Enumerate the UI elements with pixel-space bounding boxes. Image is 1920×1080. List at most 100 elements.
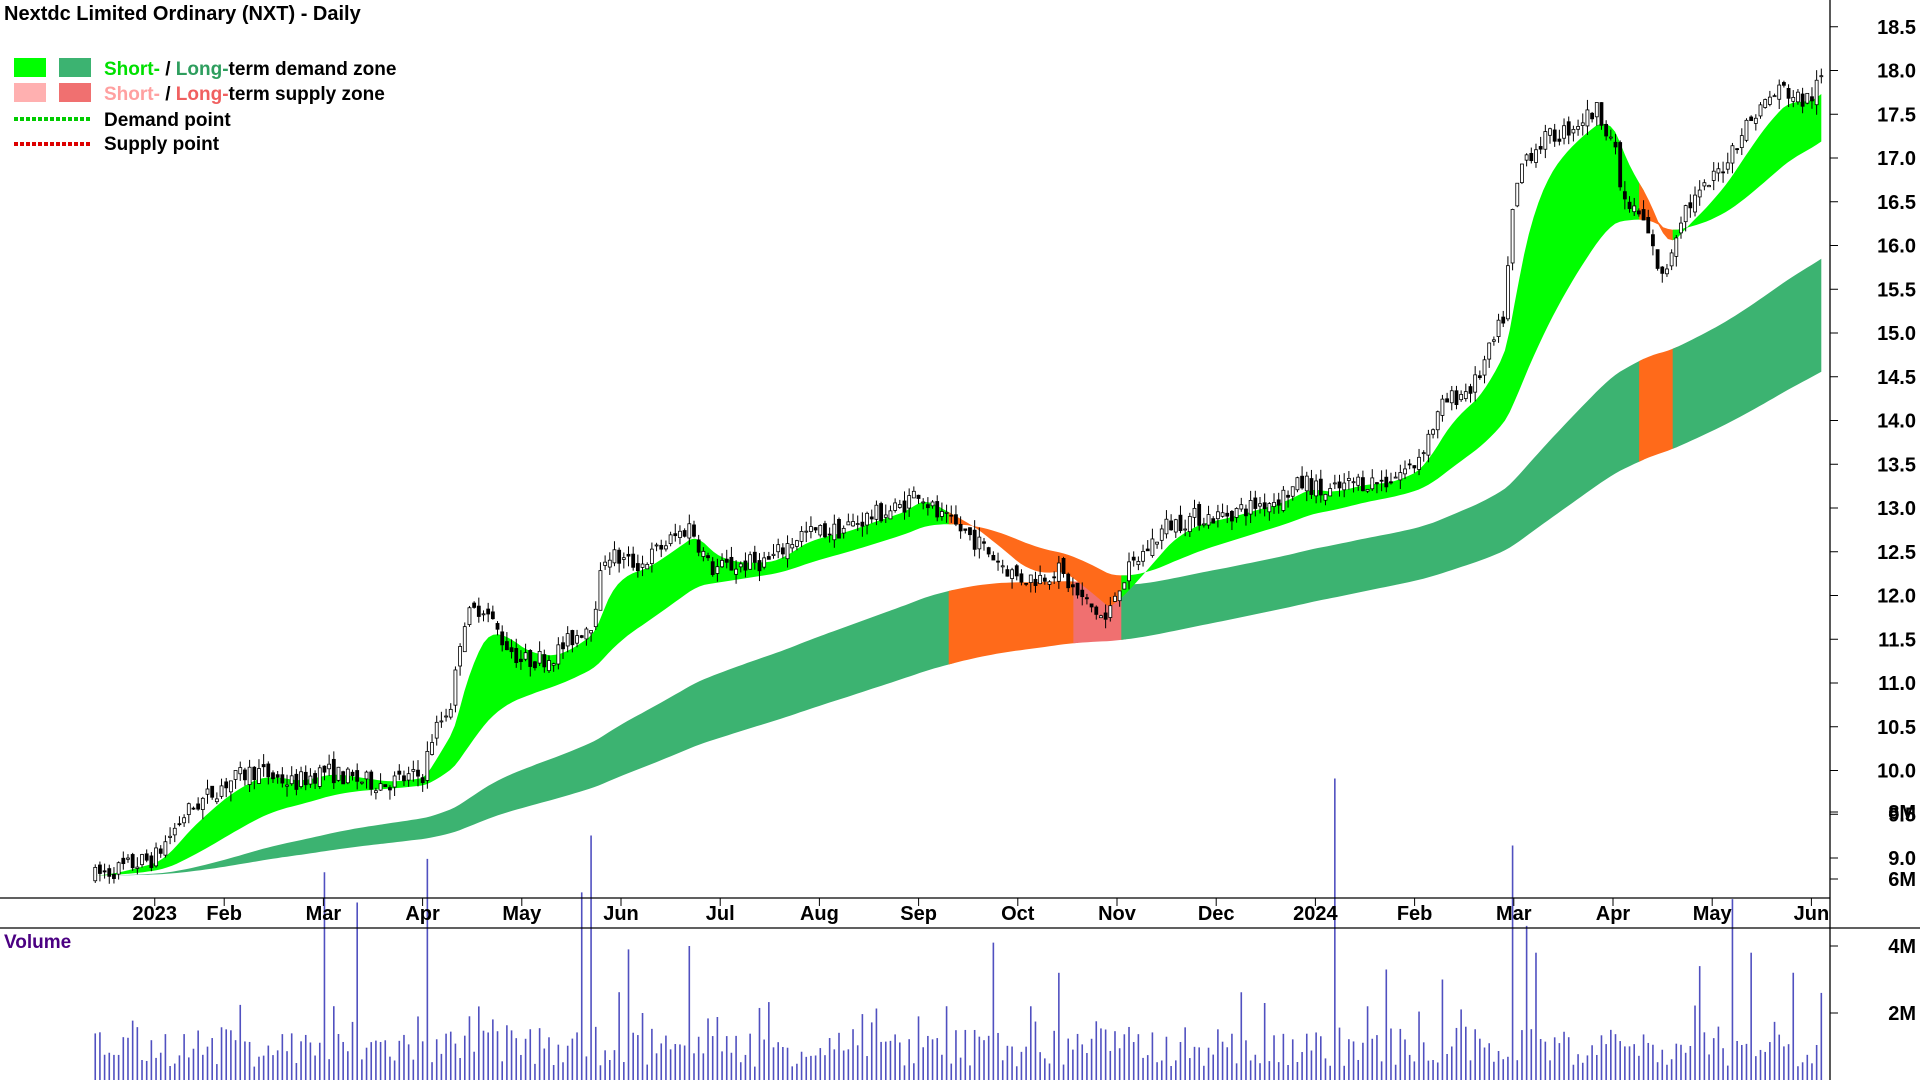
candle (762, 551, 767, 570)
candle (664, 540, 668, 552)
long-term-zone-segment-4 (1639, 346, 1678, 462)
candle (706, 552, 710, 561)
candle (107, 864, 112, 884)
price-tick-label: 14.0 (1877, 411, 1916, 433)
candle (1454, 385, 1459, 410)
candle (879, 501, 883, 523)
candle (1702, 179, 1707, 191)
candle (575, 629, 579, 648)
volume-tick-label: 2M (1888, 1003, 1916, 1025)
legend-supply-rest: term supply zone (229, 84, 385, 105)
legend-short-supply-swatch (14, 83, 46, 102)
candle (930, 500, 935, 509)
candle (968, 527, 972, 541)
candle (434, 715, 439, 746)
candle (916, 494, 921, 504)
price-tick-label: 9.5 (1888, 804, 1916, 826)
candle (252, 766, 257, 790)
candle (949, 505, 954, 523)
price-tick-label: 16.0 (1877, 236, 1916, 258)
candle (1248, 490, 1253, 524)
candle (1258, 496, 1262, 514)
candle (364, 770, 369, 789)
candle (1800, 87, 1805, 114)
date-axis: 2023 Feb Mar Apr May Jun Jul Aug Sep Oct Nov Dec 202… (133, 898, 1829, 925)
legend-supply-point: Supply point (104, 134, 220, 155)
candle (1627, 196, 1632, 213)
candle (1206, 505, 1211, 529)
candle (359, 781, 364, 785)
candle (504, 632, 509, 651)
candle (1328, 483, 1333, 497)
candle (1070, 577, 1075, 596)
candle (308, 768, 313, 788)
candle (954, 505, 958, 527)
candle (1024, 582, 1029, 587)
candle (154, 842, 158, 868)
candle (561, 636, 565, 659)
candle (1463, 383, 1468, 402)
candle (1646, 209, 1651, 234)
candle (645, 562, 650, 570)
candle (402, 770, 406, 786)
candle (1683, 204, 1688, 232)
candle (1323, 493, 1328, 506)
legend-demand-short: Short- (104, 59, 160, 80)
price-tick-label: 15.0 (1877, 323, 1916, 345)
candle (126, 854, 130, 863)
candle (1763, 98, 1768, 109)
candle (1014, 564, 1019, 581)
candle (1749, 115, 1754, 122)
candle (93, 864, 98, 883)
candle (163, 835, 168, 858)
candle (1468, 383, 1473, 403)
candle (1594, 102, 1599, 126)
candle (1744, 118, 1749, 143)
candle (1777, 79, 1782, 109)
candle (177, 816, 182, 827)
candle (841, 525, 846, 539)
candle (1361, 470, 1365, 492)
candle (1375, 481, 1379, 494)
candle (780, 543, 785, 559)
candle (397, 764, 402, 781)
candle (1042, 574, 1047, 585)
candle (626, 546, 631, 567)
candle (149, 852, 154, 872)
candle (1136, 556, 1141, 571)
candle (1767, 90, 1772, 107)
candle (673, 523, 678, 542)
candle (448, 703, 453, 720)
candle (285, 774, 289, 797)
candle (350, 769, 355, 781)
candle (720, 553, 724, 569)
candle (1253, 490, 1258, 517)
candle (1491, 336, 1496, 346)
legend-short-demand-swatch (14, 58, 46, 77)
month-label: Sep (900, 903, 937, 925)
price-tick-label: 15.5 (1877, 279, 1916, 301)
candle (1342, 473, 1347, 498)
candle (411, 760, 416, 782)
month-label: Mar (306, 903, 342, 925)
candle (1814, 70, 1819, 115)
candle (1805, 92, 1810, 105)
candle (369, 769, 374, 796)
candle (1810, 87, 1814, 109)
price-tick-label: 18.5 (1877, 17, 1916, 39)
candle (1164, 510, 1169, 539)
legend: Short- / Long-term demand zone Short- / … (14, 58, 396, 155)
candle (1318, 469, 1323, 503)
month-label: Jun (603, 903, 639, 925)
candle (1679, 216, 1683, 239)
candle (958, 516, 963, 539)
candle (682, 528, 687, 538)
candle (1155, 541, 1159, 549)
candle (1697, 180, 1702, 206)
candle (911, 486, 916, 499)
candle (1000, 559, 1005, 574)
candle (972, 520, 977, 557)
candle (743, 552, 748, 578)
candle (196, 797, 201, 811)
candle (1431, 428, 1435, 439)
